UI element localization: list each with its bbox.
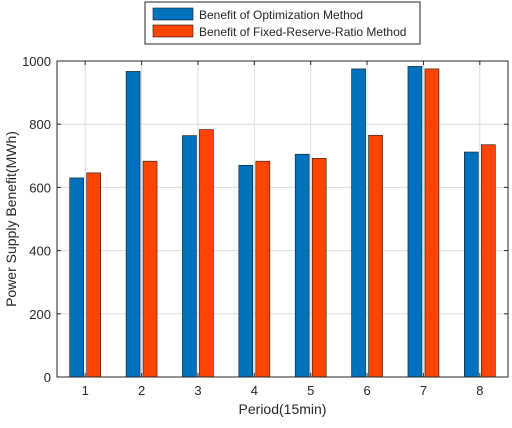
bar-series-1-period-4 [238, 164, 254, 378]
y-tick-label: 400 [29, 244, 51, 259]
bar-series-2-period-3 [199, 129, 214, 378]
y-tick-label: 200 [29, 307, 51, 322]
y-axis-ticks: 0 200 400 600 800 1000 [22, 54, 508, 385]
y-axis-label: Power Supply Benefit(MWh) [3, 131, 19, 307]
grid-lines [57, 60, 508, 378]
bar-series-2-period-7 [424, 68, 440, 378]
y-tick-label: 800 [29, 117, 51, 132]
bar-series-1-period-6 [351, 68, 366, 378]
bar-series-1-period-1 [69, 177, 84, 378]
bar-series-1-period-7 [407, 66, 423, 378]
bar-series-1-period-8 [464, 151, 479, 378]
y-tick-label: 0 [44, 370, 51, 385]
bars [69, 66, 496, 378]
bar-series-2-period-1 [86, 172, 101, 378]
x-tick-label: 8 [476, 383, 483, 398]
x-tick-label: 6 [363, 383, 370, 398]
bar-series-2-period-6 [368, 134, 383, 378]
x-tick-label: 1 [82, 383, 89, 398]
x-tick-label: 5 [307, 383, 314, 398]
legend-swatch-series-2 [152, 24, 194, 38]
bar-series-2-period-8 [481, 144, 496, 378]
x-axis-ticks: 1 2 3 4 5 6 7 8 [82, 61, 483, 398]
legend: Benefit of Optimization Method Benefit of… [144, 1, 421, 45]
bar-series-2-period-2 [142, 160, 158, 378]
plot-frame [56, 60, 509, 378]
x-axis-label: Period(15min) [239, 401, 327, 417]
legend-label-series-1: Benefit of Optimization Method [199, 8, 363, 22]
y-tick-label: 1000 [22, 54, 51, 69]
x-tick-label: 3 [194, 383, 201, 398]
bar-series-2-period-5 [311, 158, 327, 378]
bar-series-1-period-3 [182, 135, 197, 378]
bar-series-1-period-5 [294, 153, 310, 378]
x-tick-label: 2 [138, 383, 145, 398]
bar-series-1-period-2 [125, 71, 141, 378]
x-tick-label: 7 [420, 383, 427, 398]
y-tick-label: 600 [29, 180, 51, 195]
x-tick-label: 4 [251, 383, 258, 398]
bar-series-2-period-4 [255, 160, 271, 378]
legend-label-series-2: Benefit of Fixed-Reserve-Ratio Method [199, 25, 406, 39]
legend-swatch-series-1 [152, 7, 194, 21]
